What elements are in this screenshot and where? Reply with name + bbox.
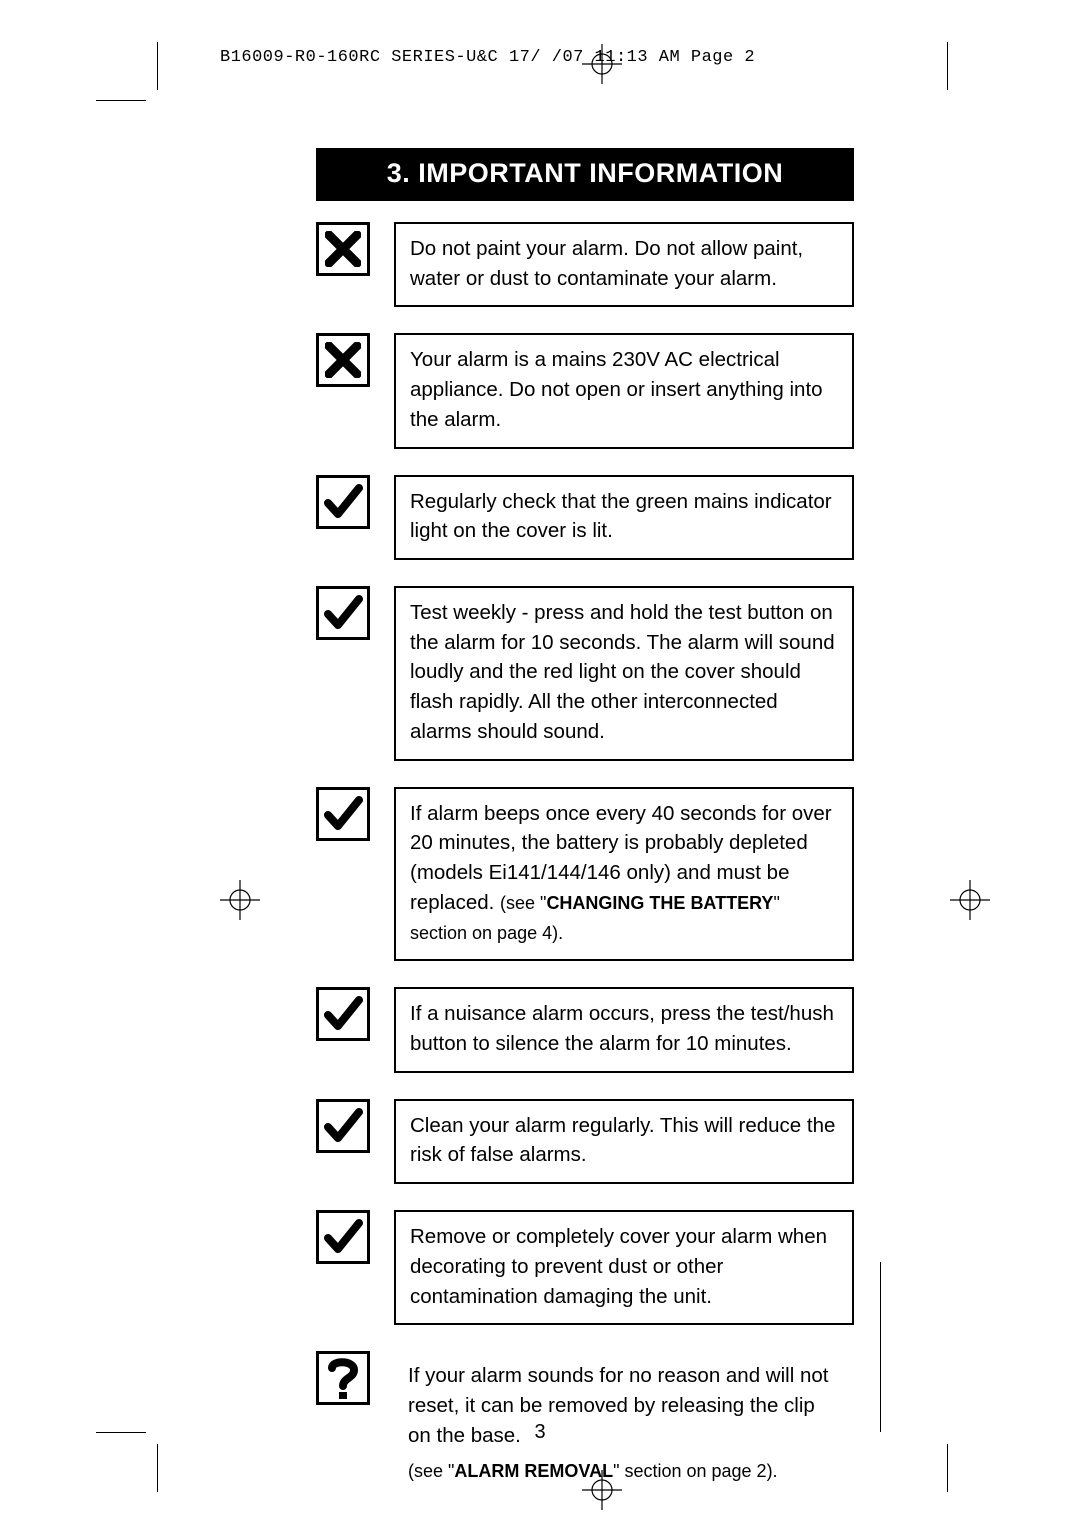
check-icon <box>316 1210 370 1264</box>
check-icon <box>316 475 370 529</box>
crop-mark <box>96 100 146 101</box>
crop-mark <box>947 1444 948 1492</box>
print-header: B16009-R0-160RC SERIES-U&C 17/ /07 11:13… <box>220 48 755 67</box>
info-text: If alarm beeps once every 40 seconds for… <box>394 787 854 962</box>
info-row: Remove or completely cover your alarm wh… <box>316 1210 854 1325</box>
check-icon <box>316 987 370 1041</box>
section-title: 3. IMPORTANT INFORMATION <box>316 148 854 201</box>
check-icon <box>316 586 370 640</box>
info-text: If a nuisance alarm occurs, press the te… <box>394 987 854 1072</box>
x-icon <box>316 222 370 276</box>
check-icon <box>316 1099 370 1153</box>
info-text: Regularly check that the green mains ind… <box>394 475 854 560</box>
crop-mark <box>157 1444 158 1492</box>
registration-mark-icon <box>582 1470 622 1510</box>
crop-mark <box>947 42 948 90</box>
info-row: If alarm beeps once every 40 seconds for… <box>316 787 854 962</box>
x-icon <box>316 333 370 387</box>
info-text-ref: (see "ALARM REMOVAL" section on page 2). <box>408 1458 840 1484</box>
info-row: Regularly check that the green mains ind… <box>316 475 854 560</box>
crop-mark <box>157 42 158 90</box>
registration-mark-icon <box>582 44 622 84</box>
info-items-container: Do not paint your alarm. Do not allow pa… <box>316 222 854 1497</box>
check-icon <box>316 787 370 841</box>
info-text: Clean your alarm regularly. This will re… <box>394 1099 854 1184</box>
info-text: Your alarm is a mains 230V AC electrical… <box>394 333 854 448</box>
crop-mark <box>880 1262 881 1432</box>
registration-mark-icon <box>220 880 260 920</box>
info-row: Do not paint your alarm. Do not allow pa… <box>316 222 854 307</box>
info-text: Do not paint your alarm. Do not allow pa… <box>394 222 854 307</box>
page-number: 3 <box>0 1421 1080 1444</box>
info-row: Your alarm is a mains 230V AC electrical… <box>316 333 854 448</box>
question-icon <box>316 1351 370 1405</box>
info-text: Remove or completely cover your alarm wh… <box>394 1210 854 1325</box>
info-row: Clean your alarm regularly. This will re… <box>316 1099 854 1184</box>
crop-mark <box>96 1432 146 1433</box>
info-row: Test weekly - press and hold the test bu… <box>316 586 854 761</box>
info-text: Test weekly - press and hold the test bu… <box>394 586 854 761</box>
info-row: If a nuisance alarm occurs, press the te… <box>316 987 854 1072</box>
registration-mark-icon <box>950 880 990 920</box>
